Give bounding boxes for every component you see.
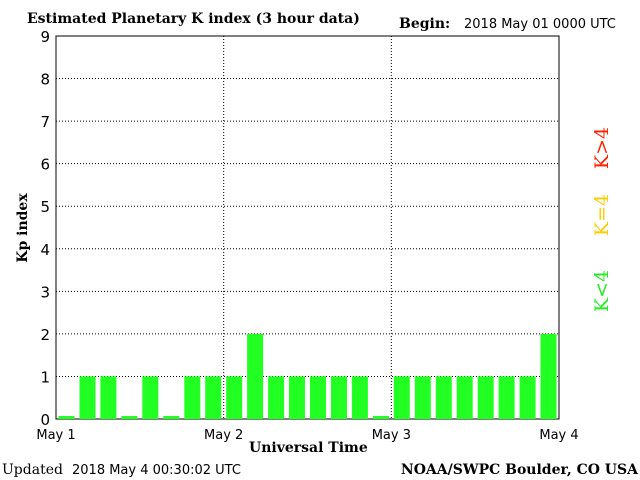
kp-bar: [289, 376, 305, 419]
kp-bar: [540, 333, 557, 419]
kp-bar: [100, 376, 117, 419]
legend-k-equal-4: K=4: [591, 194, 613, 236]
kp-bar: [247, 333, 264, 419]
kp-bar: [226, 376, 243, 419]
kp-bar: [498, 376, 515, 419]
chart-title: Estimated Planetary K index (3 hour data…: [27, 11, 360, 27]
kp-bar: [79, 376, 96, 419]
y-tick-labels: 0 1 2 3 4 5 6 7 8 9: [40, 28, 50, 429]
updated-label: Updated: [2, 462, 63, 478]
kp-bar: [372, 416, 389, 419]
kp-bar: [163, 416, 180, 419]
y-tick-label: 5: [40, 198, 50, 216]
legend-k-less-4: K<4: [591, 270, 613, 312]
y-tick-label: 4: [40, 241, 50, 259]
kp-bar: [477, 376, 494, 419]
y-tick-label: 0: [40, 411, 50, 429]
y-tick-label: 9: [40, 28, 50, 46]
updated-value: 2018 May 4 00:30:02 UTC: [72, 463, 241, 478]
x-tick-label: May 4: [539, 428, 578, 443]
y-tick-label: 1: [40, 368, 50, 386]
kp-bar: [351, 376, 368, 419]
kp-bar: [121, 416, 138, 419]
kp-bar: [268, 376, 285, 419]
y-tick-label: 8: [40, 71, 50, 89]
begin-value: 2018 May 01 0000 UTC: [464, 17, 616, 32]
y-tick-label: 7: [40, 113, 50, 131]
kp-bar: [142, 376, 159, 419]
x-tick-label: May 2: [204, 428, 243, 443]
x-axis-label: Universal Time: [249, 440, 368, 456]
y-axis-label: Kp index: [15, 193, 31, 263]
kp-bar: [310, 376, 326, 419]
gridlines: [56, 36, 559, 419]
source-credit: NOAA/SWPC Boulder, CO USA: [401, 462, 639, 478]
kp-bar: [456, 376, 473, 419]
y-tick-label: 2: [40, 326, 50, 344]
bars: [58, 333, 557, 419]
begin-label: Begin:: [399, 16, 450, 32]
kp-bar: [58, 416, 75, 419]
legend-k-greater-4: K>4: [591, 127, 613, 169]
y-tick-label: 3: [40, 283, 50, 301]
plot-frame: [55, 35, 560, 420]
kp-bar: [414, 376, 431, 419]
kp-bar: [184, 376, 201, 419]
kp-bar: [205, 376, 222, 419]
y-tick-label: 6: [40, 156, 50, 174]
x-tick-label: May 3: [372, 428, 411, 443]
x-tick-labels: May 1 May 2 May 3 May 4: [36, 428, 578, 443]
kp-bar: [519, 376, 536, 419]
kp-bar: [435, 376, 452, 419]
kp-bar: [393, 376, 410, 419]
x-tick-label: May 1: [36, 428, 75, 443]
kp-bar: [331, 376, 347, 419]
